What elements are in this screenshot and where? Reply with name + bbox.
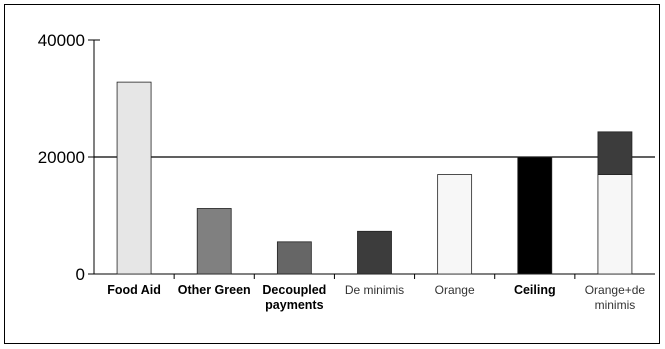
bars [116,81,633,275]
x-category-label: Decoupled payments [262,283,326,312]
bar-segment [597,131,633,175]
x-category-label: Food Aid [107,283,161,297]
y-tick-label: 40000 [38,31,85,50]
bar-segment [196,208,232,275]
category-labels: Food Aid Other Green Decoupled payments De m… [107,283,645,312]
x-category-label: De minimis [345,283,404,297]
bar-segment [357,230,392,275]
bar-segment [437,174,473,275]
x-category-label: Orange [435,283,475,297]
bar-segment [116,81,152,275]
x-category-label: Orange+de minimis [585,283,646,312]
bar-segment [517,156,553,275]
x-category-label: Other Green [178,283,251,297]
y-tick-label: 0 [76,265,85,284]
axes: 0 20000 40000 [38,31,655,284]
y-tick-label: 20000 [38,148,85,167]
bar-segment [597,174,633,275]
bar-segment [276,241,312,275]
x-category-label: Ceiling [514,283,556,297]
